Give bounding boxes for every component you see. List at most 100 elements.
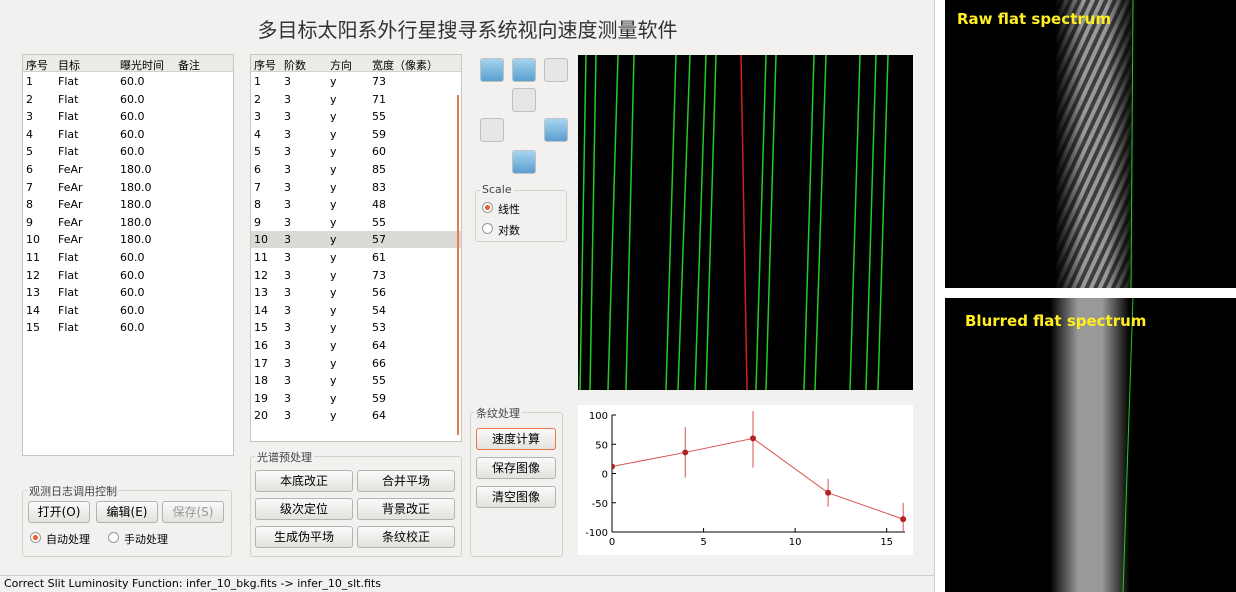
- button[interactable]: 保存(S): [162, 501, 224, 523]
- y-tick-label: -100: [585, 528, 608, 539]
- table-cell: 1: [26, 75, 33, 88]
- table-cell: 3: [284, 304, 291, 317]
- table-cell: 9: [26, 216, 33, 229]
- table-cell: 4: [26, 128, 33, 141]
- table-cell: 7: [254, 181, 261, 194]
- table-cell: 3: [284, 374, 291, 387]
- button[interactable]: 编辑(E): [96, 501, 158, 523]
- app-window: 多目标太阳系外行星搜寻系统视向速度测量软件 Correct Slit Lumin…: [0, 0, 935, 592]
- table-cell: 19: [254, 392, 268, 405]
- button[interactable]: 生成伪平场: [255, 526, 353, 548]
- table-cell: 5: [254, 145, 261, 158]
- table-cell: 11: [254, 251, 268, 264]
- table-cell: 16: [254, 339, 268, 352]
- table-cell: 71: [372, 93, 386, 106]
- table-cell: Flat: [58, 286, 78, 299]
- table-cell: 3: [284, 75, 291, 88]
- table-cell: Flat: [58, 321, 78, 334]
- table-cell: 60.0: [120, 93, 145, 106]
- radio-label: 自动处理: [46, 531, 90, 547]
- table-cell: Flat: [58, 304, 78, 317]
- table-cell: 10: [254, 233, 268, 246]
- point: [609, 463, 615, 469]
- table-cell: 20: [254, 409, 268, 422]
- table-cell: 53: [372, 321, 386, 334]
- y-tick-label: 50: [595, 440, 608, 451]
- group-title: Scale: [480, 183, 514, 196]
- table-cell: 3: [284, 286, 291, 299]
- table-cell: 7: [26, 181, 33, 194]
- y-tick-label: -50: [592, 499, 608, 510]
- table-cell: 66: [372, 357, 386, 370]
- x-tick-label: 5: [700, 537, 706, 548]
- table-cell: 56: [372, 286, 386, 299]
- button[interactable]: 背景改正: [357, 498, 455, 520]
- button[interactable]: 清空图像: [476, 486, 556, 508]
- table-cell: 4: [254, 128, 261, 141]
- table-cell: 64: [372, 409, 386, 422]
- table-cell: 8: [26, 198, 33, 211]
- button[interactable]: 级次定位: [255, 498, 353, 520]
- table-cell: y: [330, 409, 337, 422]
- table-cell: 60.0: [120, 269, 145, 282]
- table-cell: 3: [284, 339, 291, 352]
- table-cell: 6: [254, 163, 261, 176]
- button[interactable]: 条纹校正: [357, 526, 455, 548]
- tool-icon: [544, 58, 568, 82]
- table-cell: 180.0: [120, 233, 152, 246]
- table-cell: Flat: [58, 75, 78, 88]
- table-cell: 59: [372, 392, 386, 405]
- table-cell: 60.0: [120, 75, 145, 88]
- table-cell: 3: [254, 110, 261, 123]
- table-cell: 13: [26, 286, 40, 299]
- table-cell: 83: [372, 181, 386, 194]
- table-cell: Flat: [58, 269, 78, 282]
- table-cell: 3: [284, 198, 291, 211]
- table-cell: y: [330, 233, 337, 246]
- table-cell: 55: [372, 110, 386, 123]
- tool-icon: [512, 88, 536, 112]
- table-cell: 3: [284, 269, 291, 282]
- table-cell: y: [330, 216, 337, 229]
- image-lines: [578, 55, 913, 390]
- table-cell: 3: [284, 321, 291, 334]
- button[interactable]: 本底改正: [255, 470, 353, 492]
- table-cell: 60: [372, 145, 386, 158]
- radio: [30, 532, 41, 543]
- table-cell: 3: [284, 357, 291, 370]
- button[interactable]: 打开(O): [28, 501, 90, 523]
- table-cell: 180.0: [120, 198, 152, 211]
- table-cell: 61: [372, 251, 386, 264]
- button[interactable]: 保存图像: [476, 457, 556, 479]
- group-title: 光谱预处理: [255, 449, 314, 465]
- status-bar: Correct Slit Luminosity Function: infer_…: [0, 575, 935, 592]
- table-cell: y: [330, 339, 337, 352]
- button[interactable]: 合并平场: [357, 470, 455, 492]
- table-cell: 15: [254, 321, 268, 334]
- page: 多目标太阳系外行星搜寻系统视向速度测量软件 Correct Slit Lumin…: [0, 0, 1236, 592]
- table-cell: 57: [372, 233, 386, 246]
- image-label: Blurred flat spectrum: [965, 312, 1146, 330]
- table-cell: 64: [372, 339, 386, 352]
- table-cell: 60.0: [120, 321, 145, 334]
- point: [750, 435, 756, 441]
- table-cell: FeAr: [58, 233, 83, 246]
- table-cell: 85: [372, 163, 386, 176]
- table-cell: 11: [26, 251, 40, 264]
- column-header: 阶数: [284, 57, 306, 73]
- x-tick-label: 10: [789, 537, 802, 548]
- table-cell: 1: [254, 75, 261, 88]
- table-cell: FeAr: [58, 216, 83, 229]
- table-cell: 3: [284, 233, 291, 246]
- table-cell: 3: [26, 110, 33, 123]
- table-cell: 59: [372, 128, 386, 141]
- table-cell: 3: [284, 181, 291, 194]
- column-header: 宽度（像素）: [372, 57, 438, 73]
- point: [900, 516, 906, 522]
- table-cell: FeAr: [58, 198, 83, 211]
- table-cell: y: [330, 145, 337, 158]
- image-label: Raw flat spectrum: [957, 10, 1111, 28]
- button[interactable]: 速度计算: [476, 428, 556, 450]
